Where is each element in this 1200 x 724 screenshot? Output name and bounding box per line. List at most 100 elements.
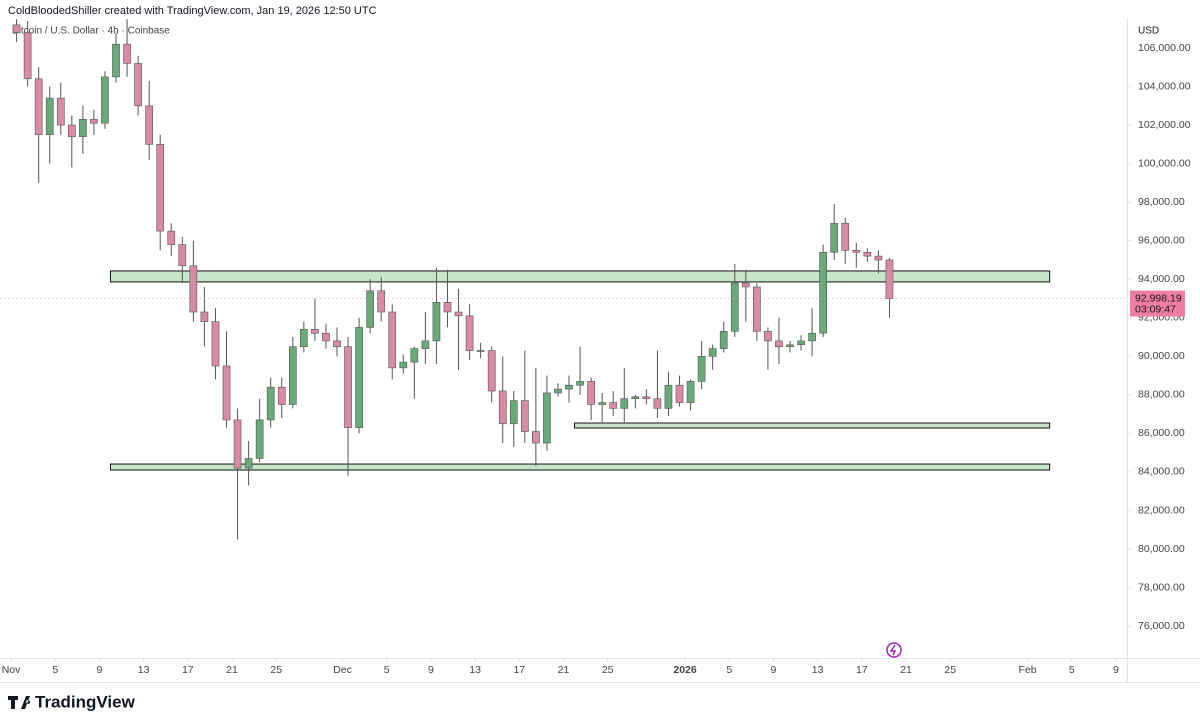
candle-body [366, 290, 374, 328]
candle-body [664, 384, 673, 409]
x-tick-label: 17 [182, 664, 194, 676]
candle-body [189, 265, 198, 313]
x-tick-label: 13 [138, 664, 150, 676]
candle-body [830, 223, 839, 253]
candle-body [753, 286, 761, 332]
candle-body [775, 340, 783, 347]
x-tick-label: 13 [812, 664, 824, 676]
candle-body [532, 431, 540, 444]
icon-ring[interactable] [886, 642, 902, 658]
last-price-box [1130, 290, 1185, 317]
icon-bolt[interactable] [889, 644, 897, 656]
candle-body [465, 315, 474, 351]
candle-body [863, 251, 872, 257]
candle-body [67, 124, 76, 137]
last-price-label: 92,998.19 [1135, 292, 1182, 304]
candle-body [443, 302, 452, 313]
y-tick-label: 80,000.00 [1138, 543, 1185, 555]
x-tick-label: 25 [270, 664, 282, 676]
currency-label: USD [1138, 26, 1159, 37]
candle-body [112, 43, 120, 78]
candle-body [355, 327, 363, 428]
x-tick-label: 9 [97, 664, 103, 676]
candle-body [543, 392, 551, 444]
candle-body [730, 282, 739, 332]
candle-body [642, 396, 651, 400]
price-zone [574, 422, 1051, 429]
candle-body [23, 32, 32, 80]
y-tick-label: 96,000.00 [1138, 234, 1185, 246]
candle-body [156, 144, 165, 232]
y-tick-label: 100,000.00 [1138, 157, 1191, 169]
candle-body [344, 346, 352, 428]
candle-body [123, 43, 131, 64]
x-tick-label: 25 [944, 664, 956, 676]
x-tick-label: Feb [1019, 664, 1037, 676]
candle-body [708, 348, 717, 357]
candle-body [311, 329, 319, 334]
x-tick-label: 5 [1069, 664, 1075, 676]
candle-body [841, 223, 850, 251]
x-tick-label: 9 [1113, 664, 1119, 676]
candle-body [576, 381, 584, 386]
x-tick-label: 13 [469, 664, 481, 676]
x-tick-label: 9 [771, 664, 777, 676]
candle-body [609, 402, 618, 409]
x-tick-label: 21 [558, 664, 570, 676]
candle-body [300, 329, 308, 347]
y-tick-label: 88,000.00 [1138, 389, 1185, 401]
candle-body [90, 119, 98, 124]
y-tick-label: 90,000.00 [1138, 350, 1185, 362]
candle-body [333, 340, 341, 347]
logo-text[interactable]: TradingView [35, 692, 136, 711]
candle-body [675, 384, 684, 403]
candle-body [620, 398, 629, 409]
x-tick-label: 21 [226, 664, 238, 676]
x-tick-label: Nov [2, 664, 21, 676]
credit-line: ColdBloodedShiller created with TradingV… [8, 5, 377, 17]
candle-body [764, 330, 772, 342]
candle-body [498, 390, 507, 425]
candle-body [410, 348, 419, 363]
candle-body [554, 388, 562, 394]
candle-body [520, 400, 529, 432]
replay-icon[interactable] [886, 642, 902, 658]
logo-mark[interactable] [8, 696, 31, 709]
candle-body [200, 311, 209, 322]
candle-body [885, 259, 894, 299]
candle-body [266, 386, 275, 421]
y-tick-label: 104,000.00 [1138, 80, 1191, 92]
x-tick-label: 25 [602, 664, 614, 676]
x-tick-label: 5 [384, 664, 390, 676]
candle-body [808, 332, 816, 342]
candle-body [79, 119, 87, 137]
tradingview-logo[interactable]: TradingView [8, 692, 136, 711]
countdown-label: 03:09:47 [1135, 303, 1176, 315]
candle-body [819, 251, 827, 334]
y-tick-label: 84,000.00 [1138, 466, 1185, 478]
candle-body [322, 332, 330, 342]
candle-body [565, 384, 573, 390]
candle-body [476, 350, 485, 352]
y-tick-label: 76,000.00 [1138, 620, 1185, 632]
candle-body [598, 402, 607, 405]
candle-body [244, 458, 253, 469]
x-tick-label: Dec [333, 664, 352, 676]
y-tick-label: 86,000.00 [1138, 427, 1185, 439]
candle-body [509, 400, 518, 425]
candle-body [145, 105, 153, 145]
candle-body [388, 311, 397, 369]
candle-body [421, 340, 430, 349]
y-tick-label: 78,000.00 [1138, 581, 1185, 593]
candle-body [233, 419, 242, 469]
candle-body [432, 302, 441, 342]
candle-body [587, 381, 595, 405]
y-tick-label: 102,000.00 [1138, 119, 1191, 131]
x-tick-label: 5 [726, 664, 732, 676]
candle-body [178, 244, 187, 267]
candle-body [697, 356, 706, 382]
candle-body [454, 311, 463, 317]
candle-body [255, 419, 264, 459]
x-tick-label: 2026 [673, 664, 697, 676]
